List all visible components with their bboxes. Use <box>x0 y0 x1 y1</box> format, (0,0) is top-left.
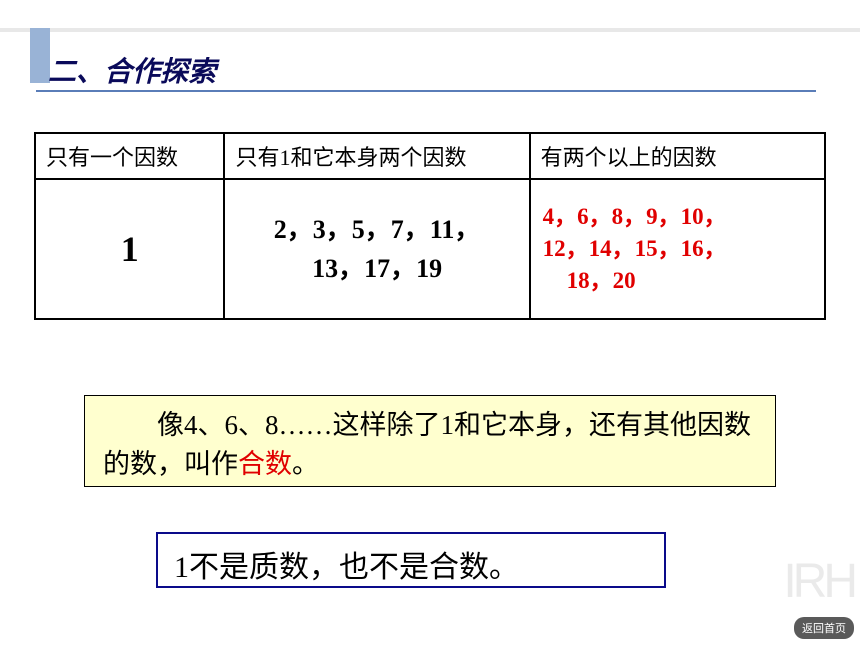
note-box: 1不是质数，也不是合数。 <box>156 532 666 588</box>
primes-line1: 2，3，5，7，11， <box>274 215 481 244</box>
composites-line2: 12，14，15，16， <box>543 236 727 261</box>
col-header-one-factor: 只有一个因数 <box>35 133 224 179</box>
watermark: IRH <box>783 554 854 609</box>
composites-line1: 4，6，8，9，10， <box>543 204 727 229</box>
col-header-primes: 只有1和它本身两个因数 <box>224 133 529 179</box>
definition-text: 像4、6、8……这样除了1和它本身，还有其他因数的数，叫作 <box>103 410 751 479</box>
definition-highlight: 合数 <box>238 449 292 479</box>
back-home-button[interactable]: 返回首页 <box>794 617 854 639</box>
col-header-composites: 有两个以上的因数 <box>530 133 825 179</box>
cell-primes: 2，3，5，7，11， 13，17，19 <box>224 179 529 319</box>
header-top-line <box>0 28 860 32</box>
definition-end: 。 <box>292 449 319 479</box>
note-text: 1不是质数，也不是合数。 <box>174 551 519 584</box>
cell-composites: 4，6，8，9，10， 12，14，15，16， 18，20 <box>530 179 825 319</box>
header-accent-bar <box>30 28 50 83</box>
definition-box: 像4、6、8……这样除了1和它本身，还有其他因数的数，叫作合数。 <box>84 395 776 487</box>
factors-table: 只有一个因数 只有1和它本身两个因数 有两个以上的因数 1 2，3，5，7，11… <box>34 132 826 320</box>
header-underline <box>36 90 816 92</box>
composites-line3: 18，20 <box>543 268 636 293</box>
section-title: 二、合作探索 <box>48 50 216 90</box>
cell-one-factor: 1 <box>35 179 224 319</box>
primes-line2: 13，17，19 <box>312 254 442 283</box>
